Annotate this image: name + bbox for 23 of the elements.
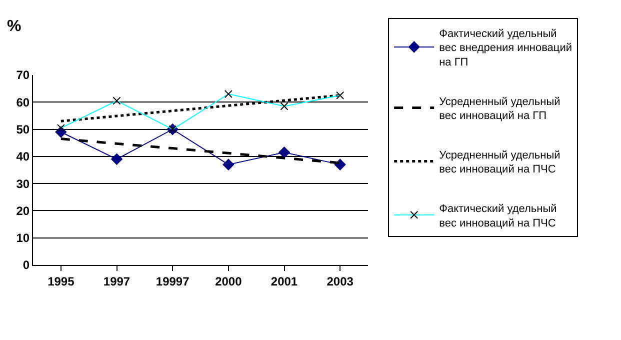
x-tick-label: 2000	[215, 274, 242, 288]
legend-label: Фактический удельный вес внедрения инноваций на ГП	[439, 28, 572, 69]
y-tick-label: 70	[16, 68, 30, 82]
x-tick-label: 2001	[270, 274, 298, 288]
point	[111, 153, 122, 165]
y-tick-label: 20	[16, 204, 30, 218]
y-tick-label: 50	[16, 122, 30, 136]
x-tick-label: 19997	[156, 274, 190, 288]
y-tick-label: 10	[16, 231, 30, 246]
point	[336, 91, 344, 100]
y-tick-label: 30	[16, 176, 30, 191]
point	[278, 146, 290, 158]
y-tick-label: 0	[22, 258, 30, 272]
point	[222, 158, 234, 170]
y-tick-label: 40	[16, 150, 30, 164]
legend-label: Усредненный удельный вес инноваций на ГП	[439, 96, 560, 122]
x-tick-label: 1997	[103, 274, 130, 288]
legend-label: Усредненный удельный вес инноваций на ПЧС	[439, 149, 560, 176]
y-axis-title: %	[7, 18, 22, 35]
x-tick-label: 1995	[48, 274, 75, 288]
x-tick-label: 2003	[326, 274, 354, 288]
y-tick-label: 60	[16, 95, 30, 110]
legend-label: Фактический удельный вес инноваций на ПЧС	[439, 203, 557, 230]
